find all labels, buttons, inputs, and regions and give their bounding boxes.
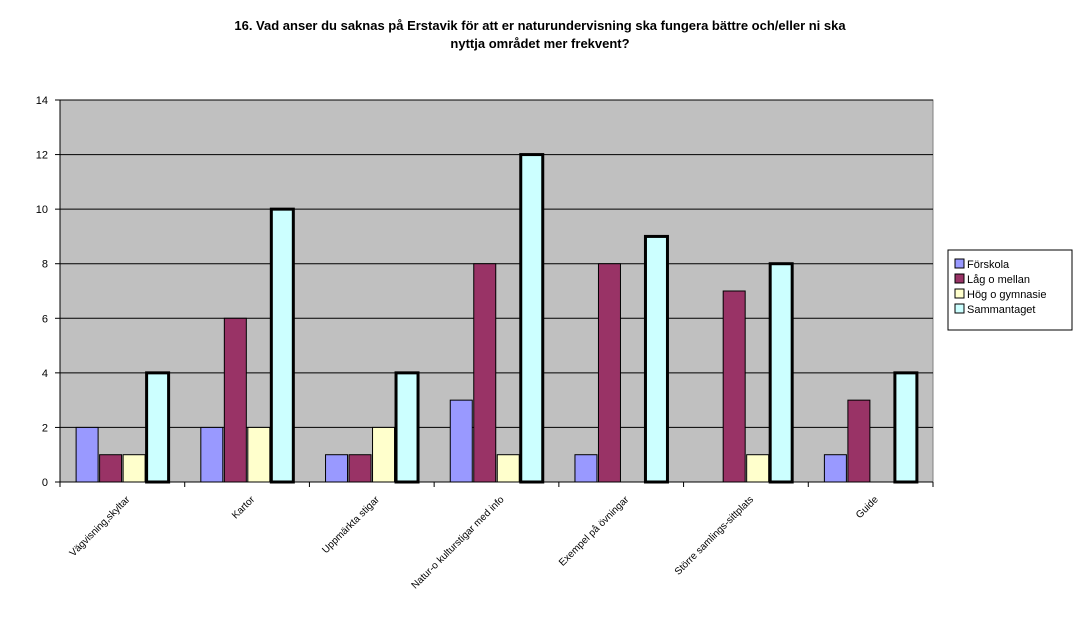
bar [519,153,545,484]
y-tick-label: 0 [42,477,48,489]
bar [247,426,271,483]
legend: Förskola Låg o mellan Hög o gymnasie Samman… [947,249,1073,331]
bar [449,399,473,483]
x-category-label: Guide [854,494,881,521]
bar [75,426,99,483]
bar [643,234,669,484]
legend-swatch [954,288,965,299]
x-axis-category-labels: Vägvisning,skyltar Kartor Uppmärkta stigar… [68,493,881,591]
legend-label: Hög o gymnasie [967,289,1047,301]
x-category-label: Uppmärkta stigar [320,494,382,556]
legend-label: Sammantaget [967,304,1035,316]
x-category-label: Natur-o kulturstigar med info [410,494,507,591]
y-tick-label: 14 [36,95,48,107]
bar [574,454,598,483]
x-category-label: Vägvisning,skyltar [68,494,133,559]
bar [722,290,746,483]
series-4 [145,153,919,484]
y-tick-label: 2 [42,422,48,434]
y-tick-label: 12 [36,150,48,162]
series-2 [99,263,871,483]
legend-swatch [954,273,965,284]
axes [55,99,934,487]
legend-swatch [954,258,965,269]
bar [473,263,497,483]
legend-label: Låg o mellan [967,274,1030,286]
bar [372,426,396,483]
bar [768,262,794,484]
y-tick-label: 10 [36,204,48,216]
x-category-label: Kartor [230,494,258,522]
series-1 [75,399,847,483]
y-axis-tick-labels: 0 2 4 6 8 10 12 14 [36,95,48,489]
bar [394,371,420,484]
x-category-label: Större samlings-sittplats [673,494,756,577]
chart-title: 16. Vad anser du saknas på Erstavik för … [234,18,846,51]
bar [847,399,871,483]
legend-swatch [954,303,965,314]
gridlines [60,99,933,428]
bar [893,371,919,484]
bar [200,426,224,483]
legend-label: Förskola [967,259,1010,271]
bar [145,371,171,484]
bar [223,317,247,483]
plot-area [59,99,934,483]
bar [597,263,621,483]
bar [325,454,349,483]
x-category-label: Exempel på övningar [556,493,631,568]
chart-title-line-2: nyttja området mer frekvent? [450,36,629,51]
y-tick-label: 8 [42,259,48,271]
bar [269,207,295,484]
bar [823,454,847,483]
bar [348,454,372,483]
legend-box [947,249,1073,331]
bar [496,454,520,483]
bar [99,454,123,483]
bar [122,454,146,483]
bar-series [75,153,919,484]
bar [746,454,770,483]
y-tick-label: 6 [42,313,48,325]
chart-title-line-1: 16. Vad anser du saknas på Erstavik för … [234,18,846,33]
y-tick-label: 4 [42,368,48,380]
